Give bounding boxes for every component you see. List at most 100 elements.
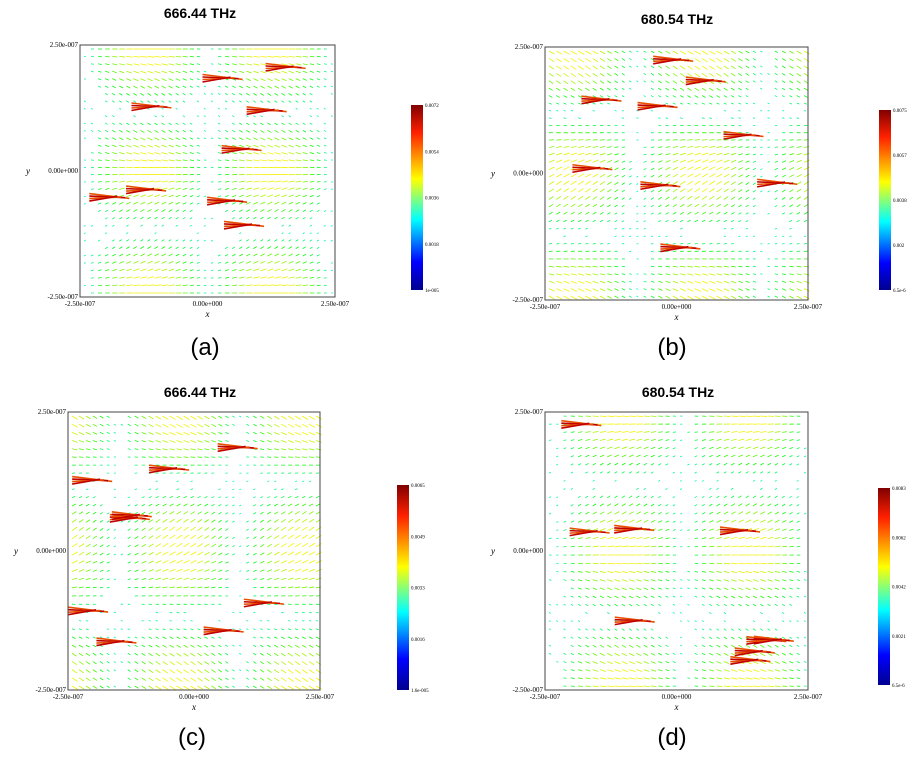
vector [694,579,698,581]
vector [672,652,676,655]
vector [781,80,786,84]
vector [161,137,167,141]
vector [97,144,102,147]
vector [246,528,249,531]
vector [169,534,176,540]
vector [308,518,315,523]
vector [246,628,249,630]
vector [730,65,736,70]
vector [803,166,810,171]
vector [665,95,669,98]
vector [614,438,621,441]
vector [127,448,131,450]
vector [614,288,619,291]
vector [316,85,320,88]
vector [760,644,765,648]
vector [774,189,778,193]
vector [92,504,97,507]
vector [760,503,765,507]
strong-vector [734,649,763,657]
vector [281,144,288,148]
vector [218,431,223,435]
vector [694,288,702,292]
vector [796,87,801,91]
vector [260,268,267,272]
vector [621,545,629,548]
vector [629,545,636,548]
vector [141,620,144,622]
vector [274,159,282,162]
vector [723,65,729,70]
vector [105,269,110,272]
y-tick-label: -2.50e-007 [512,686,543,694]
vector [204,569,210,572]
vector [665,80,670,84]
vector [767,117,770,119]
vector [218,669,223,673]
vector [782,579,787,582]
vector [175,107,178,110]
vector [119,261,124,264]
vector [140,70,147,74]
vector [672,579,676,581]
vector [274,239,278,242]
vector [592,219,596,223]
vector [106,512,110,515]
vector [650,50,655,54]
vector [548,146,555,148]
vector [643,661,649,664]
panel-caption: (b) [657,334,686,361]
vector [218,415,223,419]
vector [687,295,694,300]
vector [774,669,781,672]
vector [126,201,131,205]
vector [295,586,301,589]
vector [190,620,193,622]
vector [767,644,772,648]
vector [302,239,306,242]
vector [92,677,98,681]
vector [701,72,708,78]
vector [650,288,655,291]
vector [224,107,228,110]
vector [267,448,272,451]
vector [197,415,204,420]
vector [563,571,567,573]
vector [302,209,307,213]
vector [607,677,614,680]
vector [147,194,154,198]
vector [260,209,265,213]
vector [592,211,597,215]
vector [288,63,295,66]
vector [752,175,757,178]
vector [621,677,629,680]
vector [267,152,274,155]
vector [232,504,235,507]
vector [803,571,807,573]
vector [592,603,596,607]
vector [570,219,575,223]
vector [730,487,734,490]
vector [162,456,168,458]
vector [288,115,292,118]
strong-vector [217,445,246,453]
vector [315,560,322,564]
vector [71,518,77,523]
vector [189,152,194,154]
vector [288,144,294,148]
vector [90,63,94,65]
vector [92,496,96,499]
vector [752,527,760,531]
vector [78,535,85,540]
vector [127,440,131,442]
vector [694,124,699,127]
vector [745,146,750,148]
vector [92,669,97,673]
vector [665,595,669,598]
vector [658,167,663,171]
vector [679,219,684,223]
vector [112,246,116,249]
vector [760,50,763,53]
vector [679,211,684,215]
